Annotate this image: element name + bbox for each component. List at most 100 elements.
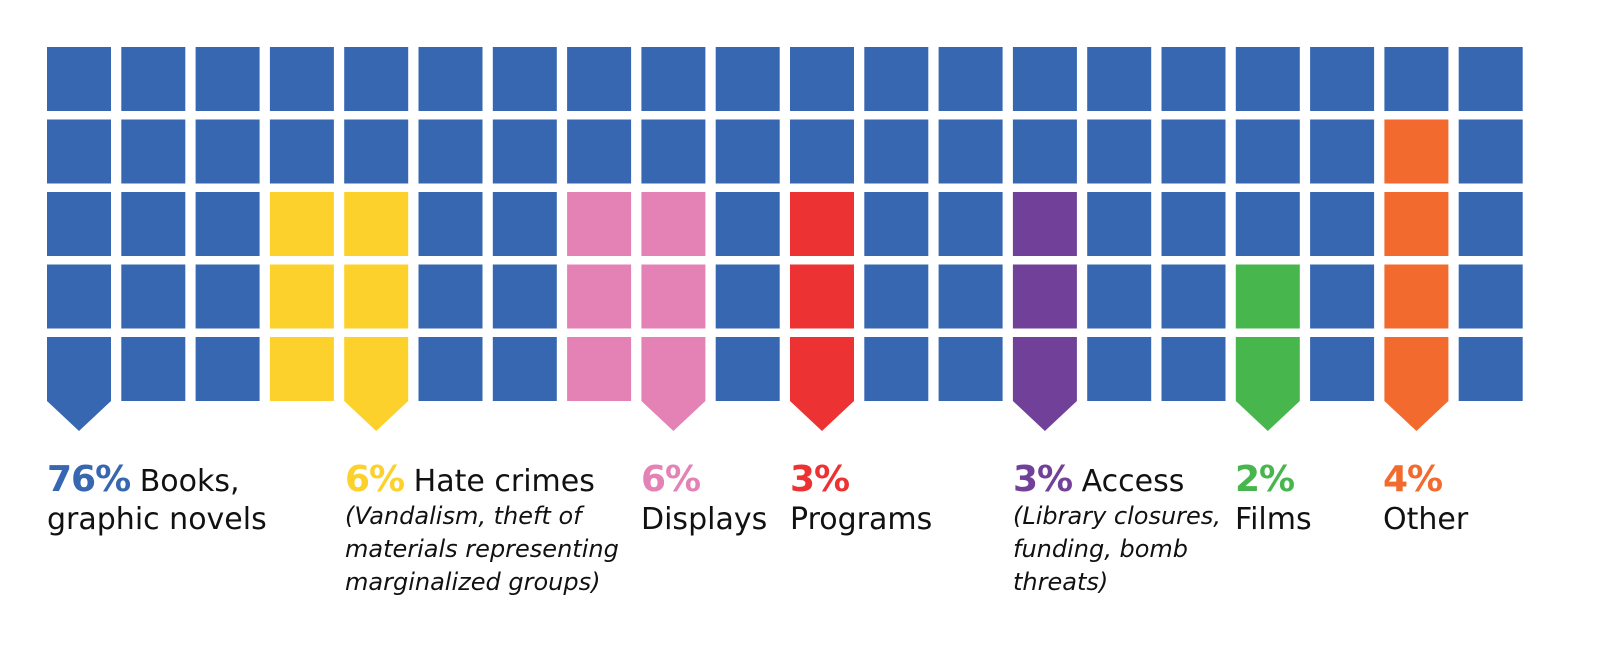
- waffle-cell: [269, 47, 334, 111]
- waffle-cell: [790, 119, 854, 184]
- category-percent: 2%: [1235, 459, 1295, 500]
- category-percent: 76%: [47, 459, 131, 500]
- category-name: Access: [1072, 464, 1185, 499]
- waffle-cell: [1087, 337, 1152, 401]
- waffle-cell: [1161, 264, 1226, 329]
- waffle-cell: [195, 264, 260, 329]
- waffle-cell: [121, 47, 186, 111]
- waffle-cell: [121, 119, 186, 184]
- waffle-cell: [1087, 192, 1152, 256]
- waffle-cell: [1310, 264, 1375, 329]
- waffle-cell: [1458, 119, 1523, 184]
- waffle-cell: [492, 119, 557, 184]
- waffle-cell: [938, 337, 1003, 401]
- waffle-cell: [715, 192, 780, 256]
- category-note: (Vandalism, theft of: [345, 502, 582, 530]
- category-label-programs: 3% Programs: [790, 460, 932, 540]
- waffle-cell: [418, 119, 483, 184]
- waffle-cell: [1310, 192, 1375, 256]
- waffle-cell: [1087, 264, 1152, 329]
- waffle-cell: [864, 47, 929, 111]
- waffle-cell: [344, 192, 409, 256]
- waffle-pointer-cell: [1235, 337, 1300, 431]
- waffle-cell: [47, 192, 111, 256]
- waffle-cell: [1384, 192, 1449, 256]
- waffle-cell: [121, 337, 186, 401]
- waffle-cell: [418, 337, 483, 401]
- waffle-pointer-cell: [790, 337, 854, 431]
- category-name: Books,: [130, 464, 240, 499]
- waffle-cell: [418, 192, 483, 256]
- waffle-cell: [938, 192, 1003, 256]
- waffle-pointer-cell: [641, 337, 706, 431]
- waffle-cell: [269, 264, 334, 329]
- waffle-cell: [790, 47, 854, 111]
- waffle-pointer-cell: [1012, 337, 1077, 431]
- waffle-cell: [344, 264, 409, 329]
- category-note: marginalized groups): [345, 568, 601, 596]
- waffle-cell: [1012, 119, 1077, 184]
- waffle-cell: [641, 192, 706, 256]
- waffle-cell: [1235, 192, 1300, 256]
- waffle-cell: [1310, 119, 1375, 184]
- waffle-cell: [1235, 264, 1300, 329]
- category-percent: 3%: [790, 459, 850, 500]
- waffle-cell: [1012, 47, 1077, 111]
- waffle-cell: [864, 119, 929, 184]
- waffle-cell: [344, 47, 409, 111]
- waffle-cell: [1012, 192, 1077, 256]
- waffle-cell: [715, 337, 780, 401]
- waffle-cell: [864, 264, 929, 329]
- waffle-cell: [492, 192, 557, 256]
- category-label-displays: 6% Displays: [641, 460, 767, 540]
- category-name: Displays: [641, 502, 768, 537]
- waffle-cell: [1161, 47, 1226, 111]
- waffle-cell: [121, 264, 186, 329]
- category-name: Hate crimes: [404, 464, 595, 499]
- category-note: funding, bomb: [1013, 535, 1189, 563]
- waffle-cell: [195, 192, 260, 256]
- waffle-cell: [1310, 337, 1375, 401]
- category-note: materials representing: [345, 535, 619, 563]
- waffle-cell: [567, 192, 632, 256]
- waffle-cell: [195, 119, 260, 184]
- waffle-cell: [269, 337, 334, 401]
- waffle-cell: [864, 337, 929, 401]
- waffle-cell: [1087, 47, 1152, 111]
- waffle-cell: [790, 192, 854, 256]
- category-label-hate-crimes: 6% Hate crimes (Vandalism, theft of materi…: [345, 460, 619, 599]
- category-label-films: 2% Films: [1235, 460, 1312, 540]
- waffle-pointer-cell: [344, 337, 409, 431]
- waffle-cell: [938, 119, 1003, 184]
- waffle-cell: [1310, 47, 1375, 111]
- category-label-other: 4% Other: [1383, 460, 1468, 540]
- waffle-cell: [47, 119, 111, 184]
- waffle-cell: [567, 47, 632, 111]
- waffle-cell: [1161, 192, 1226, 256]
- waffle-pointer-cell: [1384, 337, 1449, 431]
- category-name: Films: [1235, 502, 1312, 537]
- category-percent: 3%: [1013, 459, 1073, 500]
- waffle-cell: [641, 47, 706, 111]
- waffle-cell: [1384, 119, 1449, 184]
- category-percent: 6%: [345, 459, 405, 500]
- category-label-books-graphic-novels: 76% Books, graphic novels: [47, 460, 267, 540]
- category-label-access: 3% Access (Library closures, funding, bomb…: [1013, 460, 1221, 599]
- category-name: graphic novels: [47, 502, 267, 537]
- waffle-cell: [1012, 264, 1077, 329]
- waffle-cell: [938, 47, 1003, 111]
- waffle-cell: [641, 119, 706, 184]
- waffle-cell: [567, 337, 632, 401]
- waffle-cell: [641, 264, 706, 329]
- category-note: threats): [1013, 568, 1109, 596]
- waffle-cell: [269, 119, 334, 184]
- waffle-cell: [1458, 47, 1523, 111]
- waffle-cell: [492, 264, 557, 329]
- waffle-cell: [195, 337, 260, 401]
- category-percent: 4%: [1383, 459, 1443, 500]
- waffle-cell: [1087, 119, 1152, 184]
- waffle-cell: [715, 119, 780, 184]
- waffle-cell: [1458, 264, 1523, 329]
- waffle-cell: [567, 119, 632, 184]
